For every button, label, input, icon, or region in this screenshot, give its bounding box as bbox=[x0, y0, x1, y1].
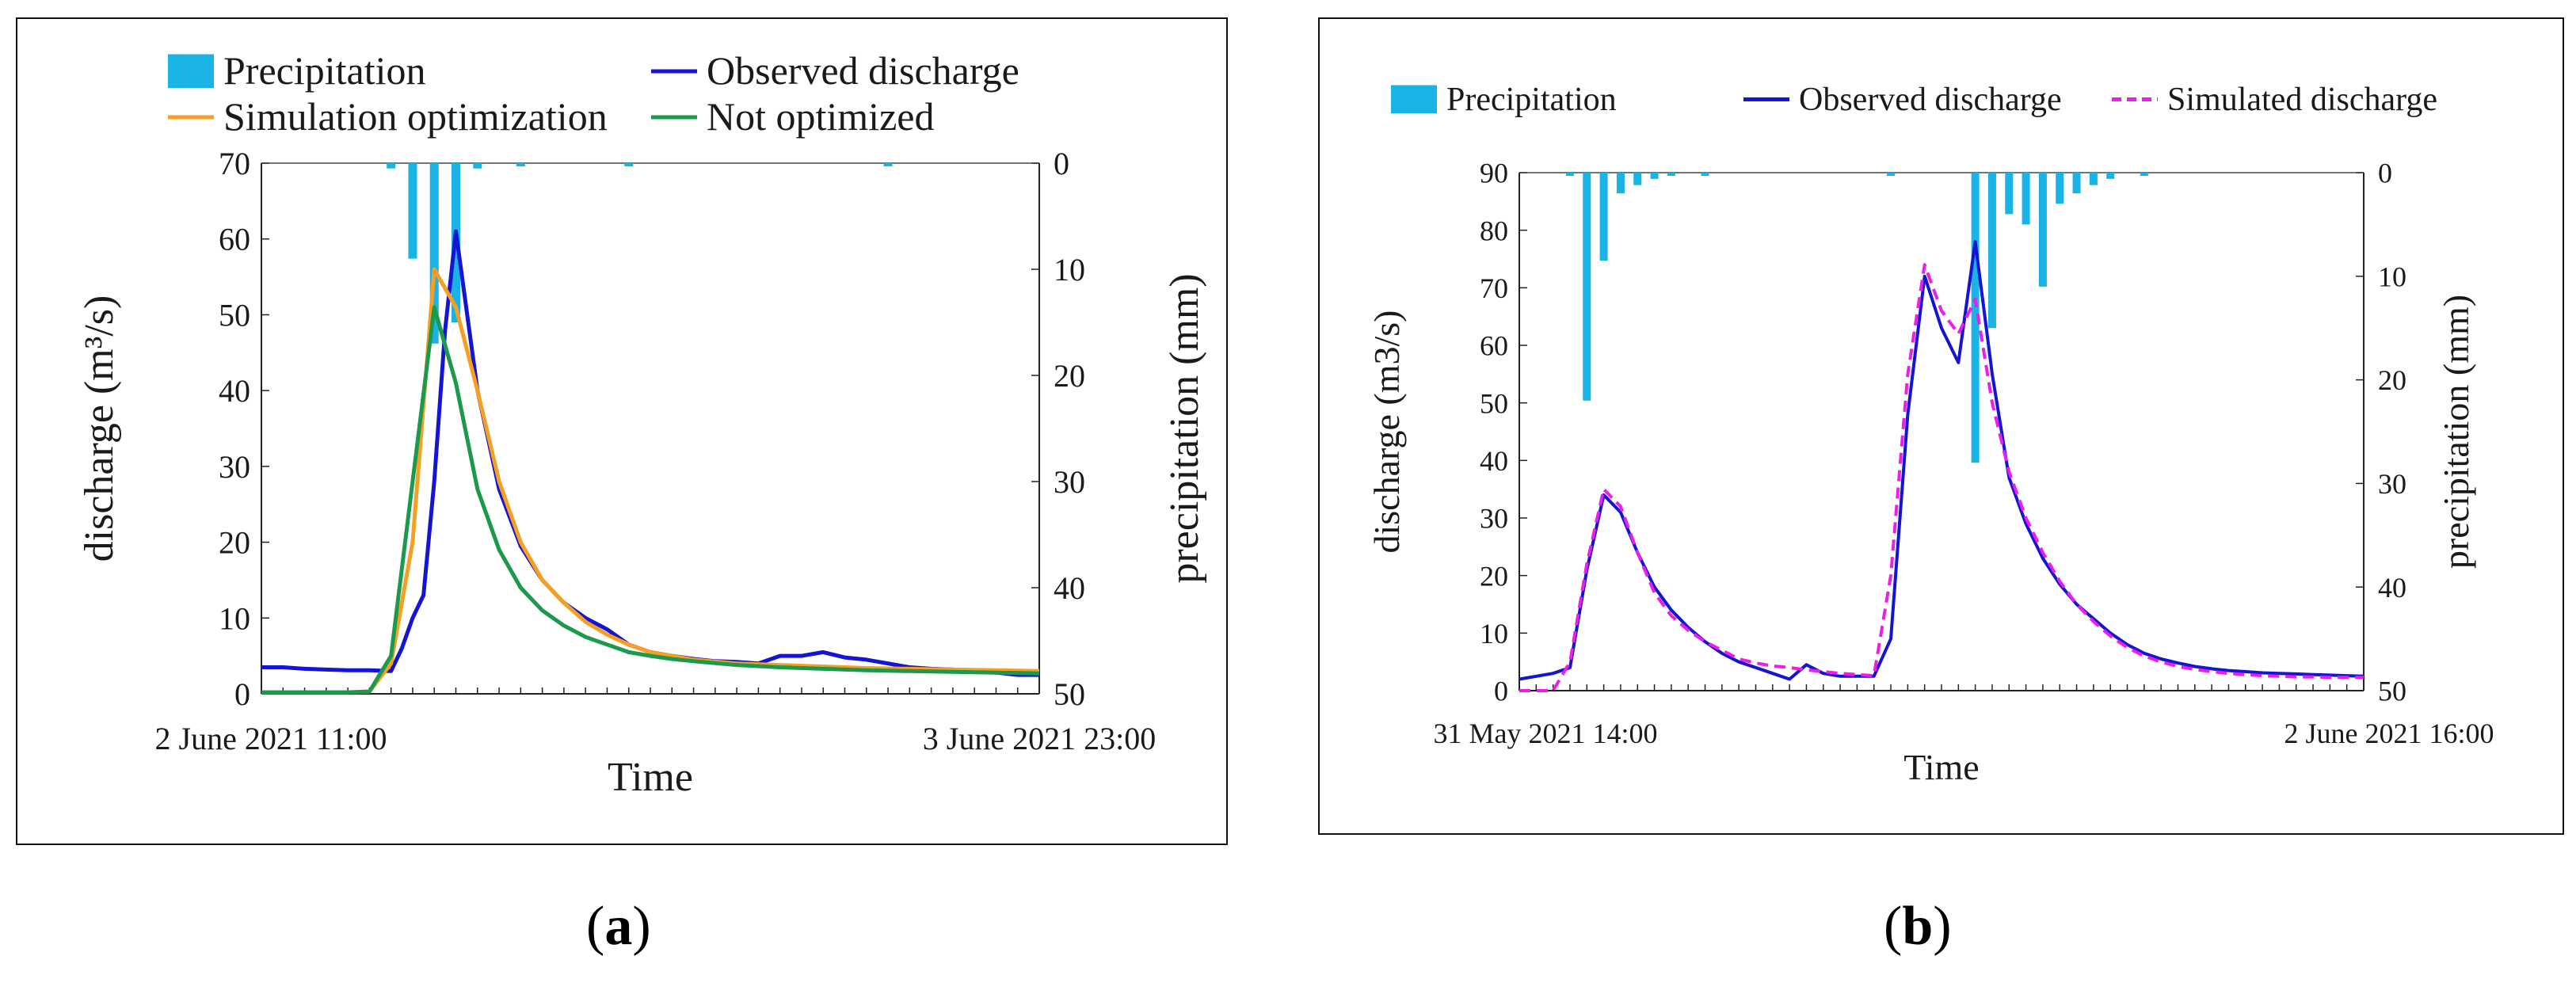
y2-tick-label: 30 bbox=[1054, 464, 1085, 500]
legend-swatch-precipitation bbox=[1391, 85, 1437, 114]
precipitation-bar bbox=[1971, 173, 1980, 463]
y2-tick-label: 30 bbox=[2378, 468, 2406, 500]
y-tick-label: 0 bbox=[1494, 676, 1508, 707]
chart-a-svg: 0 10 20 30 40 50 60 70 0 10 20 30 40 50 2 June 2021 11… bbox=[77, 48, 1207, 800]
y2-tick-label: 0 bbox=[1054, 146, 1069, 181]
y2-tick-label: 40 bbox=[1054, 570, 1085, 606]
y-tick-label: 50 bbox=[1480, 387, 1508, 419]
y2-tick-label: 20 bbox=[1054, 358, 1085, 394]
precipitation-bar bbox=[1650, 173, 1659, 179]
y2-tick-label: 10 bbox=[2378, 261, 2406, 292]
y-tick-label: 60 bbox=[1480, 330, 1508, 362]
y-tick-label: 10 bbox=[1480, 618, 1508, 649]
precipitation-bar bbox=[624, 163, 634, 167]
x-end-label: 3 June 2021 23:00 bbox=[923, 721, 1156, 756]
y-tick-label: 30 bbox=[219, 449, 250, 485]
chart-b-svg: 0 10 20 30 40 50 60 70 80 90 0 10 20 30 40 50 31 May 202… bbox=[1366, 82, 2494, 787]
precipitation-bar bbox=[387, 163, 396, 169]
precipitation-bar bbox=[1701, 173, 1709, 176]
panel-label-b: (b) bbox=[1884, 896, 1952, 957]
y-tick-label: 70 bbox=[219, 146, 250, 181]
y-tick-label: 40 bbox=[219, 373, 250, 409]
precipitation-bar bbox=[2005, 173, 2014, 215]
precipitation-bar bbox=[2106, 173, 2115, 179]
y-tick-label: 90 bbox=[1480, 158, 1508, 189]
y-tick-label: 80 bbox=[1480, 215, 1508, 246]
precipitation-bar bbox=[1633, 173, 1642, 185]
series-line-simulation-optimization bbox=[261, 267, 1040, 695]
precipitation-bar bbox=[1667, 173, 1675, 176]
precipitation-bar bbox=[2089, 173, 2098, 185]
precipitation-bar bbox=[1599, 173, 1608, 261]
y2-tick-label: 50 bbox=[1054, 676, 1085, 712]
precipitation-bar bbox=[2056, 173, 2064, 204]
x-axis-title: Time bbox=[608, 755, 693, 800]
y2-tick-label: 10 bbox=[1054, 252, 1085, 288]
legend-label-simulation-optimization: Simulation optimization bbox=[223, 94, 608, 139]
y-tick-label: 70 bbox=[1480, 272, 1508, 304]
y-tick-label: 20 bbox=[1480, 560, 1508, 592]
panel-letter-a: a bbox=[604, 896, 633, 957]
y-tick-label: 40 bbox=[1480, 445, 1508, 477]
chart-panel-b: 0 10 20 30 40 50 60 70 80 90 0 10 20 30 40 50 31 May 202… bbox=[1318, 17, 2564, 835]
series-line-observed bbox=[1519, 240, 2365, 681]
panel-label-a: (a) bbox=[586, 896, 651, 957]
y2-axis-title: precipitation (mm) bbox=[2436, 295, 2476, 569]
y-tick-label: 30 bbox=[1480, 503, 1508, 535]
x-axis-title: Time bbox=[1903, 747, 1979, 787]
x-start-label: 2 June 2021 11:00 bbox=[155, 721, 387, 756]
precipitation-bar bbox=[1583, 173, 1591, 401]
legend-swatch-precipitation bbox=[168, 54, 214, 88]
legend-label-not-optimized: Not optimized bbox=[707, 94, 934, 139]
precipitation-bar bbox=[516, 163, 525, 167]
precipitation-bar bbox=[429, 163, 439, 344]
x-end-label: 2 June 2021 16:00 bbox=[2284, 718, 2494, 749]
legend-label-precipitation: Precipitation bbox=[1446, 82, 1617, 118]
precipitation-bar bbox=[1887, 173, 1896, 176]
y2-tick-label: 20 bbox=[2378, 364, 2406, 396]
precipitation-bar bbox=[2140, 173, 2148, 176]
legend-label-precipitation: Precipitation bbox=[223, 48, 426, 93]
y-tick-label: 0 bbox=[234, 676, 250, 712]
precipitation-bar bbox=[2072, 173, 2081, 194]
series-line-simulated bbox=[1519, 263, 2364, 692]
precipitation-bar bbox=[408, 163, 417, 259]
panel-letter-b: b bbox=[1902, 896, 1934, 957]
y-tick-label: 50 bbox=[219, 297, 250, 333]
y2-axis-title: precipitation (mm) bbox=[1162, 273, 1207, 583]
y-tick-label: 60 bbox=[219, 222, 250, 257]
legend-label-observed: Observed discharge bbox=[707, 48, 1019, 93]
precipitation-bar bbox=[883, 163, 893, 167]
precipitation-bar bbox=[1565, 173, 1574, 176]
series-line-observed bbox=[261, 229, 1039, 677]
chart-panel-a: 0 10 20 30 40 50 60 70 0 10 20 30 40 50 2 June 2021 11… bbox=[16, 17, 1228, 845]
y-tick-label: 10 bbox=[219, 600, 250, 636]
precipitation-bar bbox=[2038, 173, 2047, 287]
y2-tick-label: 50 bbox=[2378, 676, 2406, 707]
x-start-label: 31 May 2021 14:00 bbox=[1434, 718, 1658, 749]
y-axis-title: discharge (m3/s) bbox=[1366, 310, 1407, 553]
precipitation-bar bbox=[473, 163, 482, 169]
precipitation-bar bbox=[2022, 173, 2030, 225]
y2-tick-label: 0 bbox=[2378, 158, 2392, 189]
y-tick-label: 20 bbox=[219, 525, 250, 561]
y-axis-title: discharge (m³/s) bbox=[77, 295, 122, 562]
y2-tick-label: 40 bbox=[2378, 572, 2406, 604]
precipitation-bar bbox=[1987, 173, 1996, 329]
series-line-not-optimized bbox=[261, 305, 1040, 695]
legend-label-observed: Observed discharge bbox=[1799, 82, 2062, 118]
legend-label-simulated: Simulated discharge bbox=[2167, 82, 2437, 118]
precipitation-bar bbox=[1616, 173, 1625, 194]
